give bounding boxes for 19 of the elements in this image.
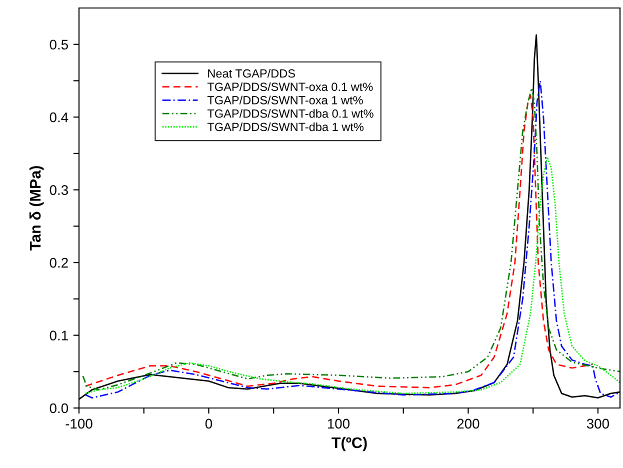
x-axis-title: T(ºC) bbox=[332, 436, 367, 452]
line-series bbox=[84, 156, 620, 394]
legend-label: Neat TGAP/DDS bbox=[208, 68, 295, 78]
y-axis-title: Tan δ (MPa) bbox=[29, 166, 44, 251]
y-tick-label: 0.3 bbox=[50, 185, 68, 195]
y-tick-label: 0.4 bbox=[50, 112, 68, 122]
legend-label: TGAP/DDS/SWNT-oxa 1 wt% bbox=[207, 96, 363, 104]
y-tick-label: 0.1 bbox=[50, 330, 68, 340]
y-tick-label: 0.0 bbox=[50, 403, 68, 414]
legend-label: TGAP/DDS/SWNT-dba 0.1 wt% bbox=[207, 109, 374, 118]
y-tick-label: 0.2 bbox=[50, 258, 68, 268]
y-tick-label: 0.5 bbox=[50, 40, 68, 50]
x-tick-label: 0 bbox=[205, 418, 212, 429]
x-tick-label: 200 bbox=[457, 418, 480, 429]
x-tick-label: 100 bbox=[328, 418, 350, 429]
legend-label: TGAP/DDS/SWNT-oxa 0.1 wt% bbox=[207, 82, 373, 92]
x-tick-label: -100 bbox=[66, 418, 92, 429]
legend-label: TGAP/DDS/SWNT-dba 1 wt% bbox=[207, 122, 364, 132]
x-tick-label: 300 bbox=[586, 418, 609, 429]
